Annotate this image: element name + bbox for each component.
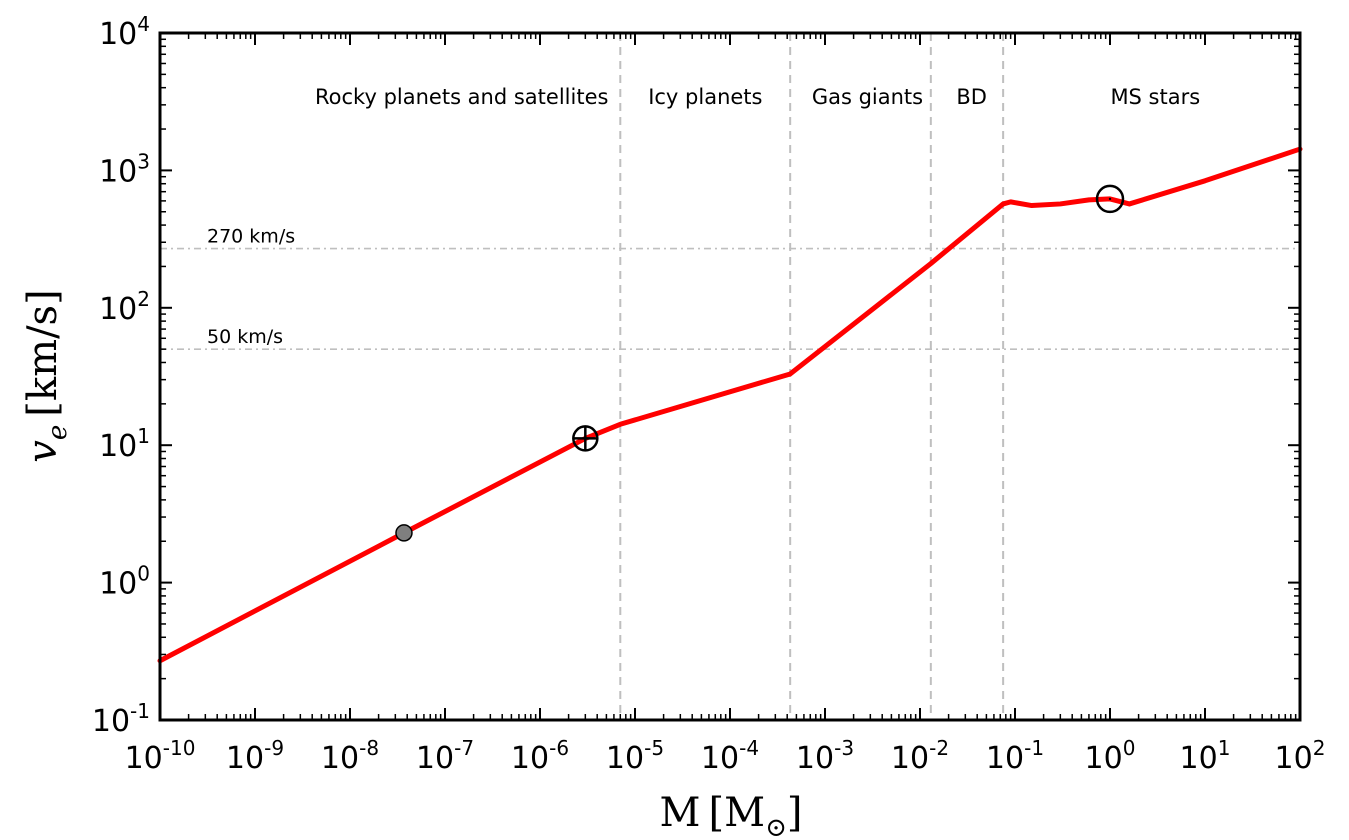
markers-layer — [395, 184, 1125, 542]
x-tick-label-8: 10-2 — [891, 736, 949, 776]
x-tick-label-7: 10-3 — [796, 736, 854, 776]
y-axis-title-sub: e — [43, 425, 73, 440]
region-label-1: Icy planets — [648, 85, 762, 109]
y-tick-label-4: 103 — [99, 149, 150, 189]
x-tick-label-9: 10-1 — [986, 736, 1044, 776]
y-tick-label-3: 102 — [99, 287, 150, 327]
region-label-4: MS stars — [1110, 85, 1200, 109]
sun-symbol-icon — [1095, 184, 1125, 214]
region-label-3: BD — [956, 85, 987, 109]
sun-symbol-dot — [1108, 197, 1112, 201]
region-label-2: Gas giants — [812, 85, 923, 109]
x-axis-title-var: M — [660, 790, 701, 836]
x-tick-label-0: 10-10 — [125, 736, 196, 776]
x-tick-label-12: 102 — [1275, 736, 1326, 776]
axes-frame — [158, 31, 1302, 722]
y-tick-label-0: 10-1 — [92, 699, 150, 739]
series-layer — [157, 146, 1303, 664]
y-axis-title-var: v — [20, 440, 66, 463]
reference-line-label-0: 270 km/s — [207, 226, 295, 248]
x-axis-title-unit-sub: ⊙ — [765, 813, 787, 840]
x-axis-title-unit: M — [724, 790, 765, 836]
series-line-0 — [157, 146, 1303, 664]
x-tick-label-3: 10-7 — [416, 736, 474, 776]
x-tick-label-1: 10-9 — [226, 736, 284, 776]
tick-labels: 10-10 10-9 10-8 10-7 10-6 10-5 10-4 10-3 10-2 10-… — [92, 12, 1326, 776]
x-tick-label-4: 10-6 — [511, 736, 569, 776]
x-axis-title: M [M⊙] — [660, 790, 803, 840]
y-axis-title: ve [km/s] — [20, 289, 73, 462]
y-axis-title-group: ve [km/s] — [20, 289, 73, 462]
sun-marker — [1095, 184, 1125, 214]
x-tick-label-10: 100 — [1085, 736, 1136, 776]
y-tick-label-2: 101 — [99, 424, 150, 464]
y-tick-label-5: 104 — [99, 12, 150, 52]
y-axis-title-unit: [km/s] — [20, 289, 66, 416]
region-labels: Rocky planets and satellites Icy planets G… — [315, 85, 1200, 109]
x-tick-label-5: 10-5 — [606, 736, 664, 776]
y-tick-label-1: 100 — [99, 562, 150, 602]
axis-ticks — [159, 32, 1301, 721]
region-label-0: Rocky planets and satellites — [315, 85, 608, 109]
earth-marker — [572, 425, 599, 452]
moon-symbol-icon — [395, 524, 413, 542]
x-tick-label-2: 10-8 — [321, 736, 379, 776]
reference-lines: 270 km/s 50 km/s — [160, 226, 1300, 350]
x-tick-label-6: 10-4 — [701, 736, 759, 776]
x-tick-label-11: 101 — [1180, 736, 1231, 776]
moon-marker — [395, 524, 413, 542]
region-boundaries — [619, 33, 1005, 720]
reference-line-label-1: 50 km/s — [207, 326, 283, 348]
plot-frame — [158, 31, 1302, 722]
